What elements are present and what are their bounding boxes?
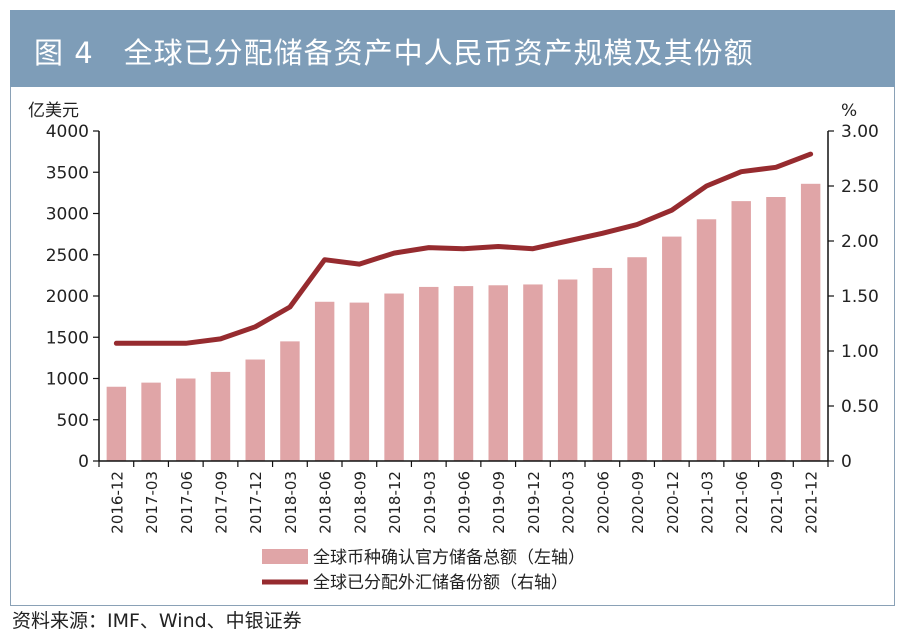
legend-line-label: 全球已分配外汇储备份额（右轴） [313, 573, 568, 593]
bar [488, 285, 508, 461]
legend-bar-swatch [262, 549, 308, 564]
bar [141, 382, 161, 461]
x-tick-label: 2016-12 [108, 471, 126, 534]
bar [106, 386, 127, 461]
source-note: 资料来源：IMF、Wind、中银证券 [12, 610, 302, 632]
bar [349, 302, 370, 461]
figure-title: 图 4 全球已分配储备资产中人民币资产规模及其份额 [34, 36, 754, 70]
bar [210, 371, 231, 461]
x-tick-label: 2021-06 [733, 471, 751, 534]
bar [419, 286, 439, 461]
x-tick-label: 2017-03 [143, 471, 161, 534]
x-tick-label: 2019-06 [456, 471, 474, 534]
share-line [113, 151, 814, 346]
right-tick-label: 0 [841, 452, 852, 472]
x-tick-label: 2019-12 [525, 471, 543, 534]
x-tick-label: 2018-03 [282, 471, 300, 534]
bar [280, 341, 300, 461]
x-tick-label: 2021-12 [803, 471, 821, 534]
left-tick-label: 1000 [46, 370, 89, 390]
x-tick-label: 2019-09 [490, 471, 508, 534]
bar [592, 267, 613, 461]
right-tick-label: 2.50 [841, 177, 879, 197]
bar [662, 236, 682, 461]
bar [800, 183, 821, 462]
x-tick-label: 2017-06 [178, 471, 196, 534]
right-tick-label: 0.50 [841, 397, 879, 417]
left-axis-label: 亿美元 [28, 101, 79, 121]
x-tick-label: 2021-03 [699, 471, 717, 534]
x-tick-label: 2020-12 [664, 471, 682, 534]
x-tick-label: 2018-06 [317, 471, 335, 534]
bar [453, 286, 474, 461]
right-tick-label: 3.00 [841, 122, 879, 142]
right-tick-label: 1.50 [841, 287, 879, 307]
left-tick-label: 2500 [46, 246, 89, 266]
left-tick-label: 500 [57, 411, 89, 431]
bar [384, 293, 404, 461]
bar [557, 279, 578, 461]
left-tick-label: 3000 [46, 205, 89, 225]
left-tick-label: 4000 [46, 122, 89, 142]
bar [245, 359, 265, 461]
x-tick-label: 2020-09 [629, 471, 647, 534]
x-tick-label: 2018-09 [351, 471, 369, 534]
bar [731, 201, 751, 461]
x-tick-label: 2021-09 [768, 471, 786, 534]
right-axis-label: % [841, 101, 857, 121]
x-tick-label: 2020-03 [560, 471, 578, 534]
figure-header: 图 4 全球已分配储备资产中人民币资产规模及其份额 [10, 10, 895, 87]
left-tick-label: 3500 [46, 163, 89, 183]
bar [696, 219, 717, 461]
left-tick-label: 0 [78, 452, 89, 472]
bar [523, 284, 543, 461]
x-tick-label: 2020-06 [594, 471, 612, 534]
bar [176, 378, 196, 461]
bar [627, 257, 647, 461]
x-tick-label: 2017-12 [247, 471, 265, 534]
right-tick-label: 1.00 [841, 342, 879, 362]
x-tick-label: 2019-03 [421, 471, 439, 534]
right-tick-label: 2.00 [841, 232, 879, 252]
left-tick-label: 1500 [46, 328, 89, 348]
bar [766, 197, 786, 461]
bar [314, 301, 335, 461]
left-tick-label: 2000 [46, 287, 89, 307]
x-tick-label: 2017-09 [213, 471, 231, 534]
x-tick-label: 2018-12 [386, 471, 404, 534]
legend-bar-label: 全球币种确认官方储备总额（左轴） [313, 548, 585, 568]
